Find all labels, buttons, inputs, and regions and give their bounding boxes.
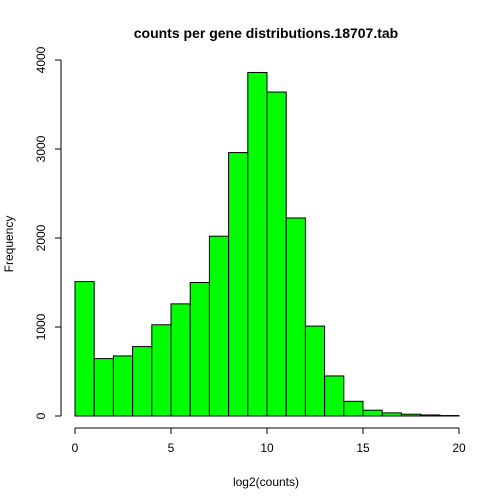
y-axis: 0 1000 2000 3000 4000 xyxy=(34,46,62,419)
histogram-bar-7 xyxy=(208,235,230,417)
bars-group xyxy=(74,71,460,417)
histogram-bar-16 xyxy=(381,412,402,417)
histogram-bar-3 xyxy=(132,346,153,417)
x-axis: 0 5 10 15 20 xyxy=(72,427,466,455)
x-tick-label: 10 xyxy=(260,441,274,455)
y-tick-label: 0 xyxy=(34,412,48,419)
histogram-bar-14 xyxy=(343,400,364,417)
histogram-bar-17 xyxy=(400,413,422,417)
x-tick-label: 20 xyxy=(452,441,466,455)
y-tick-label: 3000 xyxy=(34,135,48,162)
histogram-bar-1 xyxy=(93,358,114,417)
y-tick-label: 2000 xyxy=(34,224,48,251)
histogram-bar-13 xyxy=(324,375,345,417)
histogram-bar-8 xyxy=(228,152,249,417)
histogram-bar-6 xyxy=(189,282,210,417)
x-tick-label: 5 xyxy=(168,441,175,455)
y-tick-label: 4000 xyxy=(34,46,48,73)
histogram-bar-11 xyxy=(285,217,306,417)
x-tick-label: 15 xyxy=(356,441,370,455)
chart-title: counts per gene distributions.18707.tab xyxy=(134,25,399,41)
histogram-bar-4 xyxy=(151,324,172,417)
y-axis-label: Frequency xyxy=(2,216,16,273)
x-axis-label: log2(counts) xyxy=(233,475,299,489)
histogram-bar-0 xyxy=(74,281,95,417)
y-tick-label: 1000 xyxy=(34,313,48,340)
histogram-bar-12 xyxy=(304,325,326,417)
histogram-bar-15 xyxy=(362,409,383,417)
histogram-bar-9 xyxy=(247,71,268,417)
x-tick-label: 0 xyxy=(72,441,79,455)
histogram-bar-10 xyxy=(266,91,287,417)
histogram-bar-18 xyxy=(420,414,441,417)
histogram-bar-5 xyxy=(170,303,191,417)
histogram-bar-2 xyxy=(112,355,134,417)
